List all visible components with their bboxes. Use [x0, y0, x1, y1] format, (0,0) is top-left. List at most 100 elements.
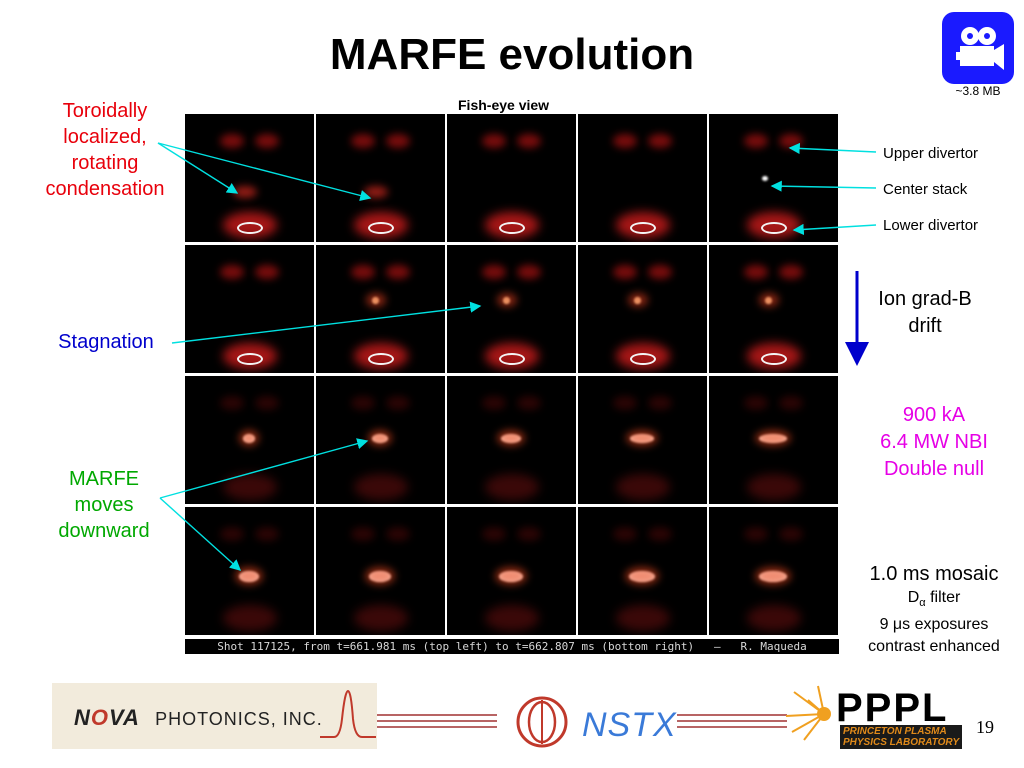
emission-glow — [497, 430, 525, 446]
camera-frame — [578, 245, 707, 373]
emission-glow — [255, 527, 279, 541]
marfe-moves-downward-label: MARFE moves downward — [58, 468, 150, 542]
emission-glow — [482, 134, 506, 148]
emission-glow — [495, 567, 527, 585]
emission-glow — [351, 265, 375, 279]
lower-divertor-ring — [237, 353, 263, 365]
arrow-to-frame2-condensation — [157, 142, 372, 201]
emission-glow — [386, 527, 410, 541]
emission-glow — [497, 293, 517, 307]
pppl-star-icon — [785, 685, 831, 741]
mosaic-info: 1.0 ms mosaic Dα filter 9 μs exposures c… — [845, 561, 1023, 658]
emission-glow — [628, 293, 648, 307]
emission-glow — [386, 396, 410, 410]
movie-button[interactable] — [942, 12, 1014, 84]
slide-title: MARFE evolution — [329, 30, 695, 79]
emission-glow — [744, 134, 768, 148]
emission-glow — [351, 396, 375, 410]
arrow-center-stack — [770, 180, 877, 192]
emission-glow — [368, 430, 392, 446]
pulse-wave-icon — [320, 689, 376, 738]
emission-glow — [482, 265, 506, 279]
emission-glow — [744, 265, 768, 279]
emission-glow — [482, 527, 506, 541]
camera-frame — [185, 376, 314, 504]
camera-frame — [578, 114, 707, 242]
emission-glow — [648, 134, 672, 148]
emission-glow — [386, 134, 410, 148]
camera-frame — [709, 507, 838, 635]
lower-divertor-ring — [368, 353, 394, 365]
emission-glow — [613, 396, 637, 410]
lower-divertor-ring — [368, 222, 394, 234]
emission-glow — [485, 474, 539, 500]
emission-glow — [755, 430, 791, 446]
emission-glow — [220, 527, 244, 541]
movie-size-label: ~3.8 MB — [955, 84, 1001, 98]
emission-glow — [220, 396, 244, 410]
emission-glow — [386, 265, 410, 279]
emission-glow — [517, 527, 541, 541]
emission-glow — [779, 527, 803, 541]
emission-glow — [613, 134, 637, 148]
pppl-subtitle: PRINCETON PLASMA PHYSICS LABORATORY — [840, 725, 963, 749]
camera-frame — [447, 376, 576, 504]
camera-frame — [709, 114, 838, 242]
emission-glow — [517, 265, 541, 279]
filter-label: Dα filter — [907, 589, 961, 610]
emission-glow — [517, 396, 541, 410]
emission-glow — [517, 134, 541, 148]
stagnation-label: Stagnation — [58, 331, 154, 353]
camera-frame — [316, 376, 445, 504]
upper-divertor-label: Upper divertor — [883, 145, 979, 162]
page-number: 19 — [976, 717, 994, 737]
lower-divertor-ring — [630, 353, 656, 365]
footer-decorative-lines — [377, 696, 787, 748]
camera-frame — [316, 507, 445, 635]
emission-glow — [482, 396, 506, 410]
fish-eye-view-label: Fish-eye view — [458, 97, 550, 113]
lower-divertor-label: Lower divertor — [883, 217, 979, 234]
emission-glow — [755, 567, 791, 585]
emission-glow — [220, 134, 244, 148]
emission-glow — [625, 567, 659, 585]
emission-glow — [351, 134, 375, 148]
emission-glow — [235, 567, 263, 585]
contrast-label: contrast enhanced — [868, 638, 1000, 656]
emission-glow — [255, 396, 279, 410]
lower-divertor-ring — [499, 222, 525, 234]
emission-glow — [365, 567, 395, 585]
emission-glow — [779, 396, 803, 410]
arrow-marfe-row4 — [159, 497, 242, 571]
camera-frame — [185, 507, 314, 635]
nova-photonics-logo: NOVA PHOTONICS, INC. — [52, 683, 377, 749]
image-mosaic: Shot 117125, from t=661.981 ms (top left… — [185, 114, 839, 654]
camera-frame — [447, 507, 576, 635]
camera-frame — [185, 245, 314, 373]
emission-glow — [223, 605, 277, 631]
nstx-logo-emblem — [516, 696, 568, 748]
emission-glow — [613, 527, 637, 541]
pppl-logo-text: PPPL — [836, 686, 949, 730]
emission-glow — [351, 527, 375, 541]
emission-glow — [255, 134, 279, 148]
emission-glow — [762, 176, 768, 181]
camera-frame — [709, 376, 838, 504]
emission-glow — [616, 474, 670, 500]
camera-frame — [447, 114, 576, 242]
lower-divertor-ring — [630, 222, 656, 234]
emission-glow — [220, 265, 244, 279]
camera-frame — [709, 245, 838, 373]
emission-glow — [366, 293, 386, 307]
emission-glow — [648, 396, 672, 410]
emission-glow — [744, 396, 768, 410]
camera-frame — [316, 245, 445, 373]
lower-divertor-ring — [761, 222, 787, 234]
nova-photonics-text: NOVA PHOTONICS, INC. — [74, 705, 323, 730]
lower-divertor-ring — [499, 353, 525, 365]
emission-glow — [747, 605, 801, 631]
emission-glow — [354, 605, 408, 631]
movie-camera-icon — [956, 27, 1004, 70]
nstx-logo-text: NSTX — [582, 706, 677, 744]
